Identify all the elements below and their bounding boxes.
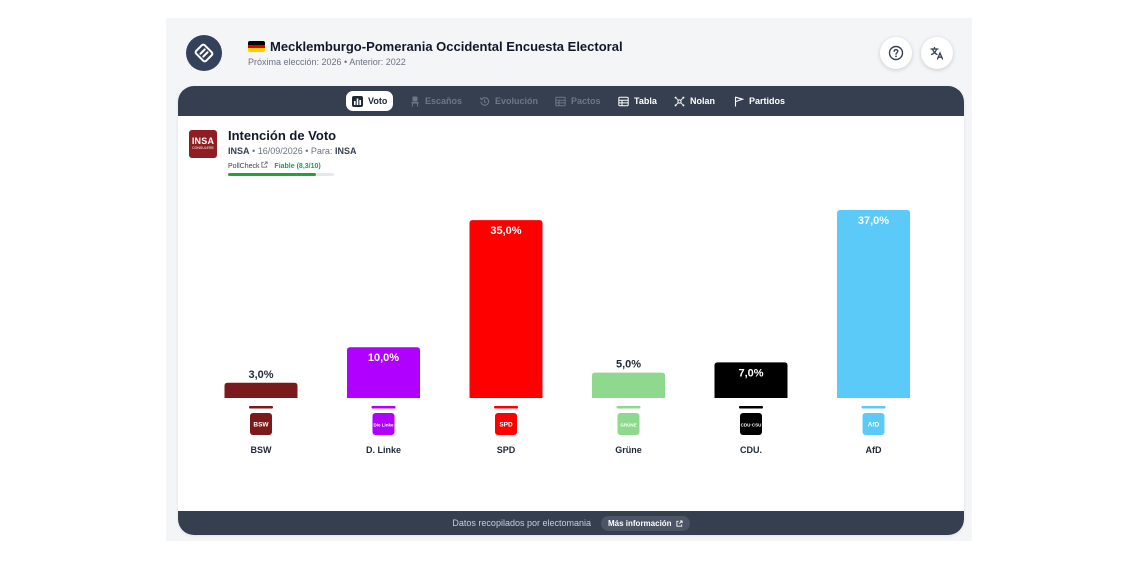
party-marker-3 bbox=[616, 406, 641, 409]
poll-date: 16/09/2026 bbox=[257, 146, 303, 156]
category-label-2: SPD bbox=[497, 445, 516, 455]
category-label-4: CDU. bbox=[740, 445, 762, 455]
bar-2 bbox=[469, 220, 543, 398]
party-marker-2 bbox=[494, 406, 518, 409]
poll-meta: INSA • 16/09/2026 • Para: INSA bbox=[228, 146, 357, 156]
tab-partidos-label: Partidos bbox=[749, 96, 786, 106]
language-button[interactable] bbox=[921, 37, 953, 69]
tab-evolucion: Evolución bbox=[473, 91, 544, 111]
party-logo-text-5: AfD bbox=[868, 422, 880, 429]
poll-for-value: INSA bbox=[334, 146, 357, 156]
more-info-button[interactable]: Más información bbox=[601, 515, 690, 531]
bar-1 bbox=[347, 347, 420, 398]
poll-card: Voto Escaños Evolución bbox=[178, 86, 964, 535]
tab-escanos: Escaños bbox=[404, 91, 468, 111]
category-label-0: BSW bbox=[251, 445, 273, 455]
more-info-label: Más información bbox=[608, 518, 672, 528]
party-logo-1 bbox=[372, 413, 395, 435]
tab-voto[interactable]: Voto bbox=[346, 91, 394, 111]
reliability-meter-fill bbox=[228, 173, 316, 176]
table-icon bbox=[555, 96, 566, 106]
bar-0 bbox=[224, 382, 298, 398]
party-marker-5 bbox=[861, 406, 886, 409]
pollster-logo: INSA CONSULERE bbox=[189, 130, 217, 158]
germany-flag-icon bbox=[248, 41, 265, 52]
value-label-3: 5,0% bbox=[616, 359, 641, 371]
chart-title: Intención de Voto bbox=[228, 128, 337, 143]
history-icon bbox=[479, 96, 490, 106]
tab-nolan[interactable]: Nolan bbox=[668, 91, 721, 111]
party-logo-text-1: Die Linke bbox=[373, 423, 394, 428]
tab-partidos[interactable]: Partidos bbox=[728, 91, 791, 111]
help-button[interactable] bbox=[880, 37, 912, 69]
tab-bar: Voto Escaños Evolución bbox=[178, 86, 964, 116]
tab-evolucion-label: Evolución bbox=[495, 96, 539, 106]
footer-text: Datos recopilados por electomania bbox=[452, 518, 591, 528]
tab-tabla-label: Tabla bbox=[634, 96, 657, 106]
reliability-label: Fiable (8,3/10) bbox=[274, 163, 321, 170]
value-label-0: 3,0% bbox=[248, 369, 273, 381]
question-circle-icon bbox=[888, 45, 904, 61]
party-logo-0 bbox=[250, 413, 272, 435]
pollster-name: INSA bbox=[228, 146, 250, 156]
category-label-3: Grüne bbox=[615, 445, 642, 455]
value-label-5: 37,0% bbox=[858, 215, 889, 227]
value-label-1: 10,0% bbox=[368, 352, 399, 364]
hub-icon bbox=[674, 96, 685, 106]
party-logo-text-2: SPD bbox=[499, 422, 513, 429]
party-logo-text-0: BSW bbox=[253, 422, 269, 429]
party-logo-text-4: CDU·CSU bbox=[741, 423, 762, 428]
party-marker-1 bbox=[371, 406, 396, 409]
page-subtitle: Próxima elección: 2026 • Anterior: 2022 bbox=[248, 57, 406, 67]
flag-icon bbox=[734, 96, 744, 106]
value-label-2: 35,0% bbox=[490, 225, 521, 237]
category-label-1: D. Linke bbox=[366, 445, 401, 455]
poll-for-label: Para: bbox=[310, 146, 333, 156]
pollcheck-label: PollCheck bbox=[228, 163, 260, 170]
page-title: Mecklemburgo-Pomerania Occidental Encues… bbox=[270, 39, 623, 54]
footer: Datos recopilados por electomania Más in… bbox=[178, 511, 964, 535]
tab-pactos-label: Pactos bbox=[571, 96, 601, 106]
table-icon bbox=[618, 96, 629, 106]
bar-chart-icon bbox=[352, 95, 363, 107]
bar-3 bbox=[592, 372, 665, 398]
tab-tabla[interactable]: Tabla bbox=[612, 91, 663, 111]
value-label-4: 7,0% bbox=[738, 367, 763, 379]
app-logo[interactable] bbox=[186, 35, 222, 71]
flag-stripe-gold bbox=[248, 48, 265, 52]
bar-4 bbox=[714, 362, 788, 398]
external-link-icon bbox=[261, 161, 269, 168]
party-logo-4 bbox=[740, 413, 762, 435]
flag-stripe-black bbox=[248, 41, 265, 45]
tab-nolan-label: Nolan bbox=[690, 96, 716, 106]
party-marker-4 bbox=[739, 406, 763, 409]
bar-5 bbox=[837, 210, 910, 398]
party-logo-2 bbox=[495, 413, 517, 435]
flag-stripe-red bbox=[248, 44, 265, 49]
tab-escanos-label: Escaños bbox=[425, 96, 463, 106]
tab-voto-label: Voto bbox=[368, 96, 388, 106]
translate-icon bbox=[930, 46, 944, 60]
logo-icon bbox=[194, 43, 214, 63]
party-logo-5 bbox=[862, 413, 885, 435]
tab-pactos: Pactos bbox=[549, 91, 607, 111]
party-marker-0 bbox=[249, 406, 273, 409]
party-logo-text-3: GRÜNE bbox=[620, 422, 636, 428]
external-link-icon bbox=[676, 519, 683, 527]
bar-chart: 3,0% BSW BSW 10,0% Die Linke D. Linke 35,0% SPD… bbox=[224, 210, 910, 455]
party-logo-3 bbox=[617, 413, 640, 435]
category-label-5: AfD bbox=[866, 445, 882, 455]
reliability-meter bbox=[228, 173, 334, 176]
pollcheck[interactable]: PollCheck Fiable (8,3/10) bbox=[228, 161, 321, 170]
chair-icon bbox=[411, 96, 419, 106]
